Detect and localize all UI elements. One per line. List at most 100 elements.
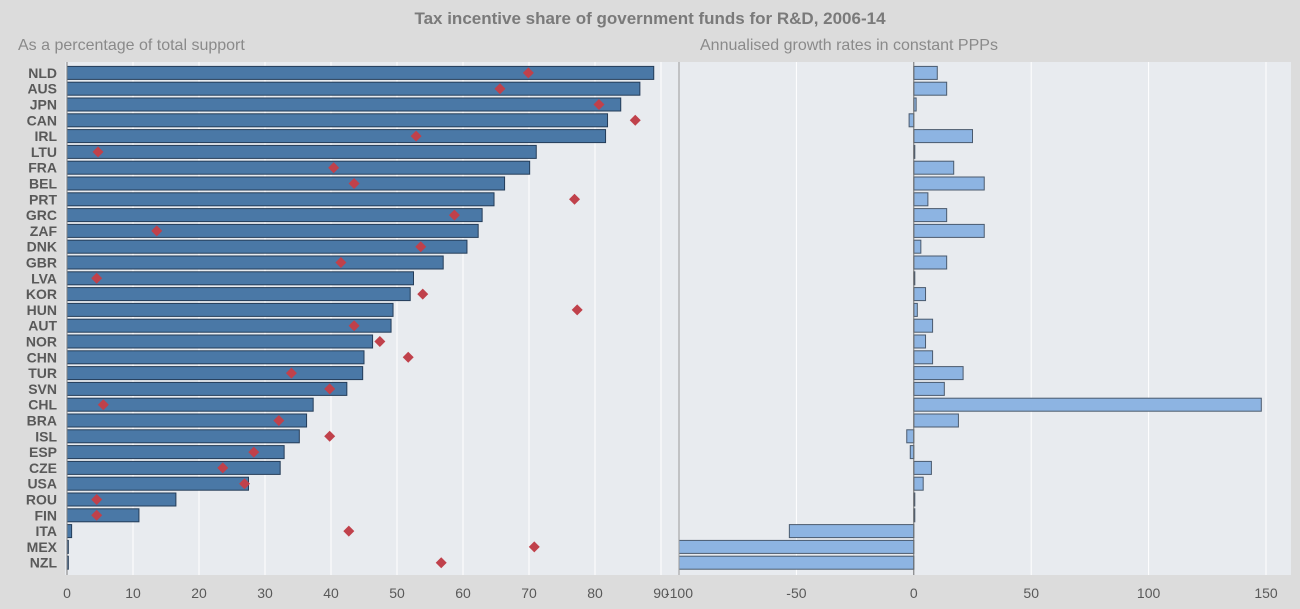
- left-bar-prt: [66, 192, 495, 207]
- category-label: TUR: [28, 365, 57, 381]
- category-label: AUS: [27, 81, 57, 97]
- left-bar-gbr: [66, 255, 444, 270]
- right-bar-bel: [913, 176, 985, 191]
- marker-usa: [239, 478, 251, 490]
- left-tick-label: 0: [63, 585, 71, 601]
- marker-chl: [97, 399, 109, 411]
- left-bar-bra: [66, 413, 308, 428]
- marker-rou: [91, 494, 103, 505]
- left-bar-irl: [66, 129, 607, 144]
- right-bar-grc: [913, 208, 948, 223]
- right-bar-usa: [913, 476, 924, 491]
- right-bar-cze: [913, 460, 932, 475]
- category-label: CAN: [27, 112, 57, 128]
- left-tick-label: 10: [125, 585, 141, 601]
- right-bar-irl: [913, 129, 973, 144]
- left-bar-hun: [66, 302, 394, 317]
- marker-bel: [348, 178, 360, 189]
- left-bar-isl: [66, 429, 300, 444]
- right-bar-zaf: [913, 223, 985, 238]
- left-bar-ita: [66, 524, 73, 539]
- category-label: LVA: [31, 270, 57, 286]
- left-bar-bel: [66, 176, 506, 191]
- marker-bra: [273, 415, 285, 426]
- left-tick-label: 30: [257, 585, 273, 601]
- category-labels: NLDAUSJPNCANIRLLTUFRABELPRTGRCZAFDNKGBRL…: [26, 65, 58, 571]
- category-label: MEX: [27, 539, 58, 555]
- marker-jpn: [593, 99, 605, 110]
- left-bar-rou: [66, 492, 177, 507]
- category-label: AUT: [28, 318, 57, 334]
- marker-nld: [522, 67, 534, 79]
- left-tick-label: 40: [323, 585, 339, 601]
- left-tick-label: 70: [521, 585, 537, 601]
- marker-ita: [343, 525, 355, 537]
- category-label: NLD: [28, 65, 57, 81]
- axes: [66, 62, 915, 575]
- right-bar-nor: [913, 334, 927, 349]
- category-label: GRC: [26, 207, 57, 223]
- right-bar-prt: [913, 192, 929, 207]
- category-label: FIN: [34, 507, 57, 523]
- category-label: USA: [27, 476, 57, 492]
- left-bar-dnk: [66, 239, 468, 254]
- markers: [91, 67, 641, 569]
- marker-kor: [417, 288, 429, 300]
- right-bar-dnk: [913, 239, 922, 254]
- left-bar-svn: [66, 381, 348, 396]
- right-bar-kor: [913, 287, 927, 302]
- right-bar-esp: [909, 445, 915, 460]
- marker-fra: [328, 162, 340, 174]
- left-bar-cze: [66, 460, 281, 475]
- left-bar-zaf: [66, 223, 479, 238]
- marker-can: [629, 114, 641, 126]
- right-bar-hun: [913, 302, 918, 317]
- category-label: BEL: [29, 176, 57, 192]
- right-bar-chn: [913, 350, 934, 365]
- right-bar-bra: [913, 413, 959, 428]
- right-tick-label: -100: [665, 585, 693, 601]
- left-bar-fra: [66, 160, 531, 175]
- category-label: JPN: [30, 97, 57, 113]
- left-bar-nor: [66, 334, 374, 349]
- category-label: ROU: [26, 492, 57, 508]
- right-bar-mex: [678, 539, 915, 554]
- right-tick-label: 100: [1137, 585, 1161, 601]
- marker-dnk: [415, 241, 427, 253]
- right-bar-chl: [913, 397, 1262, 412]
- left-bar-chn: [66, 350, 365, 365]
- marker-lva: [91, 272, 103, 284]
- left-bar-jpn: [66, 97, 622, 112]
- right-bar-aut: [913, 318, 934, 333]
- marker-nzl: [435, 557, 447, 569]
- left-tick-label: 60: [455, 585, 471, 601]
- left-tick-label: 90: [653, 585, 669, 601]
- left-panel-subtitle: As a percentage of total support: [18, 37, 245, 54]
- left-bar-grc: [66, 208, 483, 223]
- marker-tur: [285, 367, 297, 379]
- left-bar-nld: [66, 65, 655, 80]
- category-label: LTU: [31, 144, 57, 160]
- marker-ltu: [92, 146, 104, 158]
- marker-irl: [410, 130, 422, 142]
- right-tick-label: 0: [910, 585, 918, 601]
- left-bars: [66, 65, 655, 570]
- left-bar-lva: [66, 271, 414, 286]
- left-tick-label: 50: [389, 585, 405, 601]
- category-label: BRA: [27, 413, 57, 429]
- right-panel-subtitle: Annualised growth rates in constant PPPs: [700, 37, 998, 54]
- right-bar-isl: [906, 429, 915, 444]
- right-bar-gbr: [913, 255, 948, 270]
- category-label: PRT: [29, 191, 57, 207]
- category-label: ESP: [29, 444, 57, 460]
- left-bar-fin: [66, 508, 140, 523]
- chart-title: Tax incentive share of government funds …: [414, 9, 886, 28]
- marker-cze: [217, 462, 229, 474]
- left-tick-label: 20: [191, 585, 207, 601]
- left-tick-label: 80: [587, 585, 603, 601]
- category-label: CHN: [27, 349, 57, 365]
- left-bar-kor: [66, 287, 411, 302]
- category-label: IRL: [34, 128, 57, 144]
